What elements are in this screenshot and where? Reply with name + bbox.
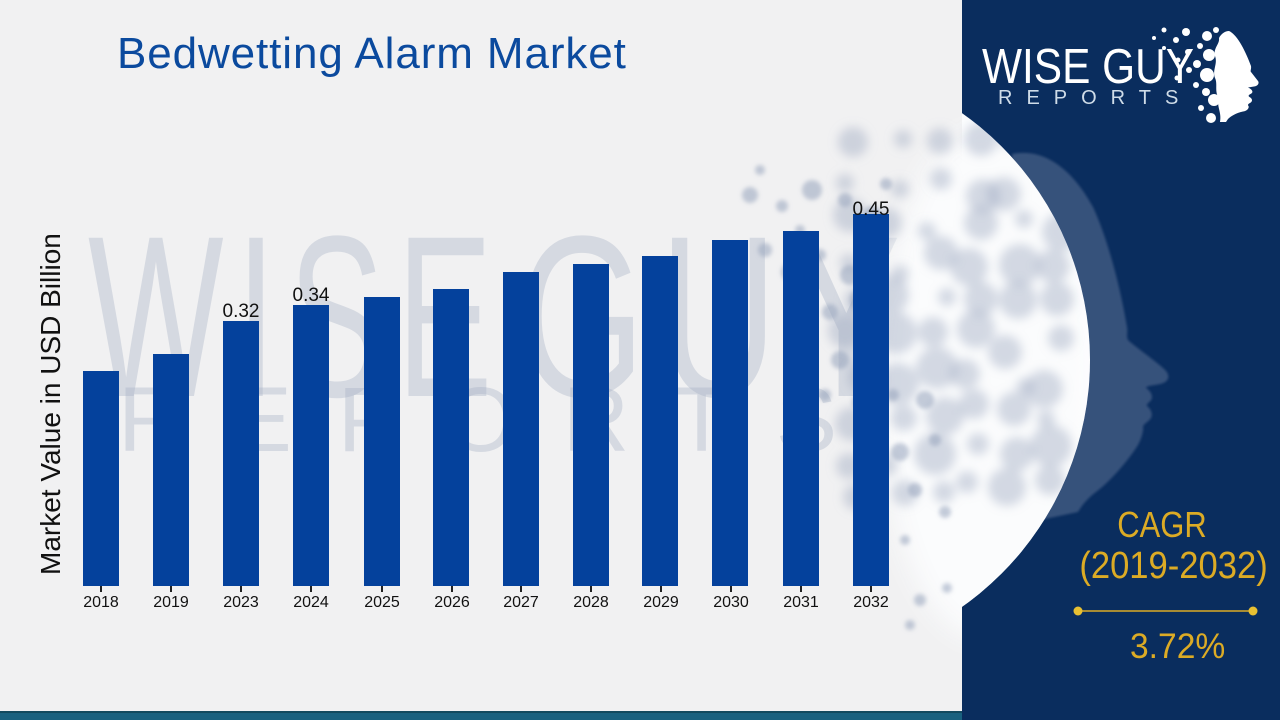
svg-text:REPORTS: REPORTS: [998, 87, 1192, 109]
svg-text:WISE GUY: WISE GUY: [982, 40, 1194, 94]
